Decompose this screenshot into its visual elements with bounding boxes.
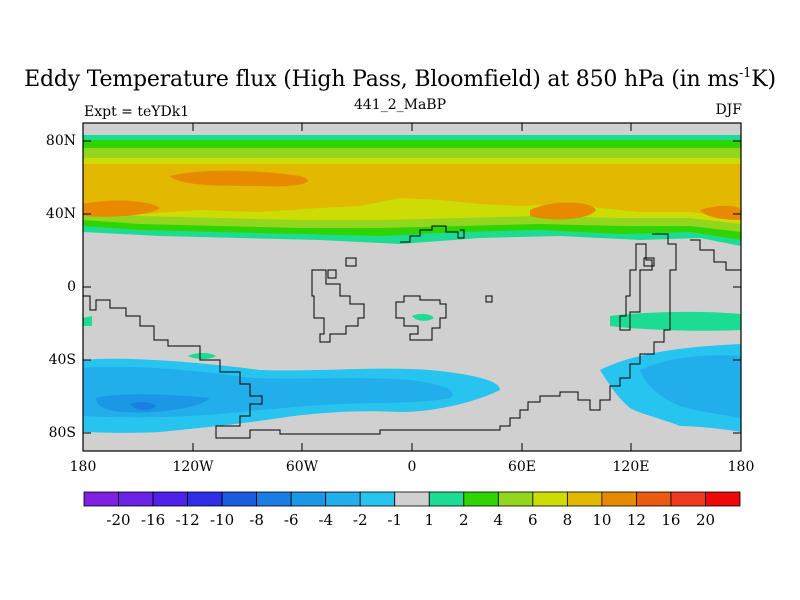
colorbar-swatch [187, 491, 223, 507]
lon-label-0: 0 [407, 459, 417, 475]
colorbar-swatch [359, 491, 396, 507]
south-band-neg6 [130, 401, 156, 411]
colorbar-swatch [566, 491, 603, 507]
south-band-neg4 [96, 394, 210, 413]
colorbar-swatch [497, 491, 534, 507]
colorbar-label: -2 [352, 511, 368, 529]
lon-label-120w: 120W [172, 459, 214, 475]
colorbar-swatch [601, 491, 637, 507]
asia-max [530, 202, 596, 220]
season-label: DJF [715, 102, 742, 118]
east-coast [690, 239, 741, 271]
colorbar-label: 8 [562, 511, 573, 529]
colorbar-label: 4 [493, 511, 504, 529]
lon-label-120e: 120E [612, 459, 650, 475]
africa-coast [395, 295, 447, 341]
colorbar-label: 6 [528, 511, 538, 529]
colorbar-label: -6 [283, 511, 299, 529]
experiment-label: Expt = teYDk1 [84, 104, 190, 120]
pacific-max [170, 170, 308, 187]
colorbar-label: 20 [695, 511, 716, 529]
island-4 [643, 257, 655, 267]
lon-label-60e: 60E [507, 459, 537, 475]
colorbar-swatch [532, 491, 568, 507]
colorbar-label: -4 [318, 511, 333, 529]
colorbar-label: -12 [175, 511, 200, 529]
west-edge-patch [83, 316, 92, 326]
colorbar-swatch [394, 491, 430, 507]
america-coast [311, 269, 365, 343]
equatorial-positive-patch [610, 311, 741, 331]
island-1 [345, 257, 357, 267]
colorbar-swatch [221, 491, 258, 507]
west-max [83, 200, 160, 217]
lon-label-60w: 60W [285, 459, 319, 475]
lat-label-40n: 40N [45, 206, 76, 222]
colorbar-swatch [118, 491, 154, 507]
chart-title-superscript: -1 [738, 66, 752, 81]
lat-label-80n: 80N [45, 133, 76, 149]
colorbar-swatch [290, 491, 327, 507]
colorbar-label: -10 [210, 511, 235, 529]
colorbar-label: 16 [661, 511, 681, 529]
colorbar [83, 491, 741, 507]
east-max [700, 205, 741, 220]
africa-patch [412, 313, 434, 321]
colorbar-swatch [705, 491, 741, 507]
colorbar-label: 10 [592, 511, 612, 529]
lon-label-180w: 180 [69, 459, 97, 475]
asia-coast [619, 243, 653, 331]
colorbar-swatch [152, 491, 188, 507]
colorbar-label: -20 [106, 511, 131, 529]
island-3 [485, 295, 493, 303]
south-pacific-patch [188, 353, 216, 359]
colorbar-label: -8 [249, 511, 264, 529]
lat-label-80s: 80S [48, 425, 76, 441]
colorbar-label: -16 [141, 511, 166, 529]
colorbar-label: 2 [459, 511, 469, 529]
flux-field [83, 123, 741, 451]
island-2 [327, 269, 337, 279]
lon-label-180e: 180 [727, 459, 755, 475]
coastlines [83, 225, 741, 439]
indian-ocean-neg2 [640, 355, 741, 418]
lat-label-0: 0 [67, 279, 76, 295]
europe-coast [400, 225, 465, 243]
colorbar-swatch [428, 491, 465, 507]
colorbar-label: 12 [626, 511, 646, 529]
colorbar-swatch [463, 491, 499, 507]
colorbar-label: -1 [387, 511, 402, 529]
colorbar-swatch [83, 491, 119, 507]
colorbar-swatch [670, 491, 706, 507]
chart-title-tail: K) [751, 67, 776, 92]
experiment-id-label: 441_2_MaBP [353, 97, 447, 113]
landmass-outline [83, 233, 677, 439]
colorbar-swatch [256, 491, 292, 507]
tick-marks [83, 123, 741, 451]
colorbar-swatch [636, 491, 672, 507]
colorbar-swatch [325, 491, 361, 507]
chart-title-text: Eddy Temperature flux (High Pass, Bloomf… [24, 67, 739, 92]
lat-label-40s: 40S [48, 352, 76, 368]
chart-title: Eddy Temperature flux (High Pass, Bloomf… [0, 66, 800, 92]
colorbar-label: 1 [424, 511, 435, 529]
